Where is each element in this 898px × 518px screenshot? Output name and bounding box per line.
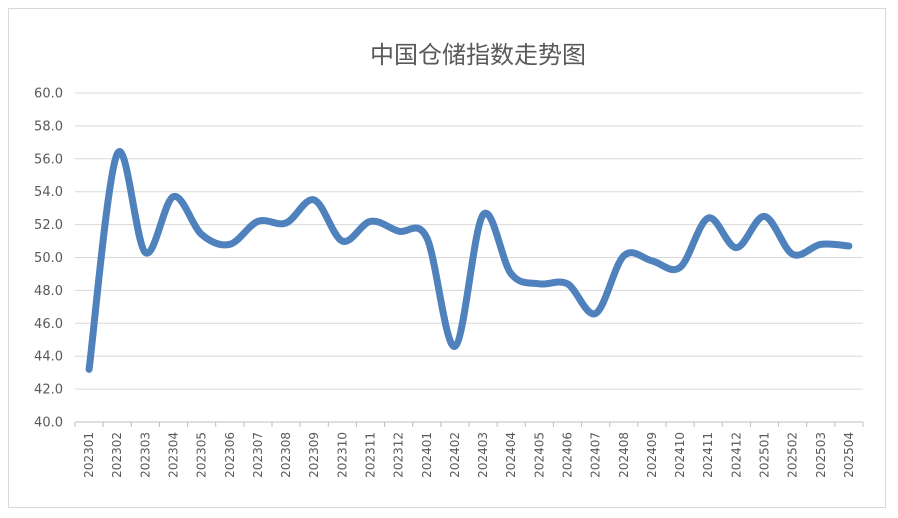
x-tick-label: 202504 [842, 432, 856, 478]
x-tick-label: 202405 [532, 432, 546, 478]
y-tick-label: 56.0 [34, 152, 63, 167]
y-tick-label: 42.0 [34, 383, 63, 398]
series-line [85, 148, 853, 373]
x-tick-label: 202301 [82, 432, 96, 478]
x-tick-label: 202311 [364, 432, 378, 478]
y-tick-label: 58.0 [34, 119, 63, 134]
y-axis-ticks: 40.0 42.0 44.0 46.0 48.0 50.0 52.0 54.0 56.0 58.0… [34, 87, 63, 431]
x-tick-label: 202304 [167, 432, 181, 478]
series-layer [85, 148, 853, 373]
x-tick-label: 202307 [251, 432, 265, 478]
chart-title: 中国仓储指数走势图 [370, 41, 586, 69]
x-tick-label: 202404 [504, 432, 518, 478]
x-tick-label: 202407 [589, 432, 603, 478]
x-axis-ticks: 202301 202302 202303 202304 202305 202306 2023… [74, 422, 864, 478]
x-tick-label: 202403 [476, 432, 490, 478]
x-tick-label: 202306 [223, 432, 237, 478]
x-tick-label: 202408 [617, 432, 631, 478]
y-tick-label: 60.0 [34, 87, 63, 102]
y-tick-label: 40.0 [34, 416, 63, 431]
x-tick-label: 202406 [561, 432, 575, 478]
x-tick-label: 202310 [335, 432, 349, 478]
y-tick-label: 52.0 [34, 218, 63, 233]
x-tick-label: 202503 [814, 432, 828, 478]
y-tick-label: 54.0 [34, 185, 63, 200]
grid-lines [75, 92, 863, 423]
y-tick-label: 50.0 [34, 251, 63, 266]
x-tick-label: 202308 [279, 432, 293, 478]
x-tick-label: 202412 [729, 432, 743, 478]
x-tick-label: 202303 [138, 432, 152, 478]
x-tick-label: 202401 [420, 432, 434, 478]
x-tick-label: 202402 [448, 432, 462, 478]
x-tick-label: 202409 [645, 432, 659, 478]
x-tick-label: 202309 [307, 432, 321, 478]
x-tick-label: 202410 [673, 432, 687, 478]
x-tick-label: 202501 [758, 432, 772, 478]
x-tick-label: 202305 [195, 432, 209, 478]
y-tick-label: 46.0 [34, 317, 63, 332]
x-tick-label: 202312 [392, 432, 406, 478]
x-tick-label: 202502 [786, 432, 800, 478]
x-tick-label: 202411 [701, 432, 715, 478]
y-tick-label: 44.0 [34, 350, 63, 365]
x-tick-label: 202302 [110, 432, 124, 478]
y-tick-label: 48.0 [34, 284, 63, 299]
